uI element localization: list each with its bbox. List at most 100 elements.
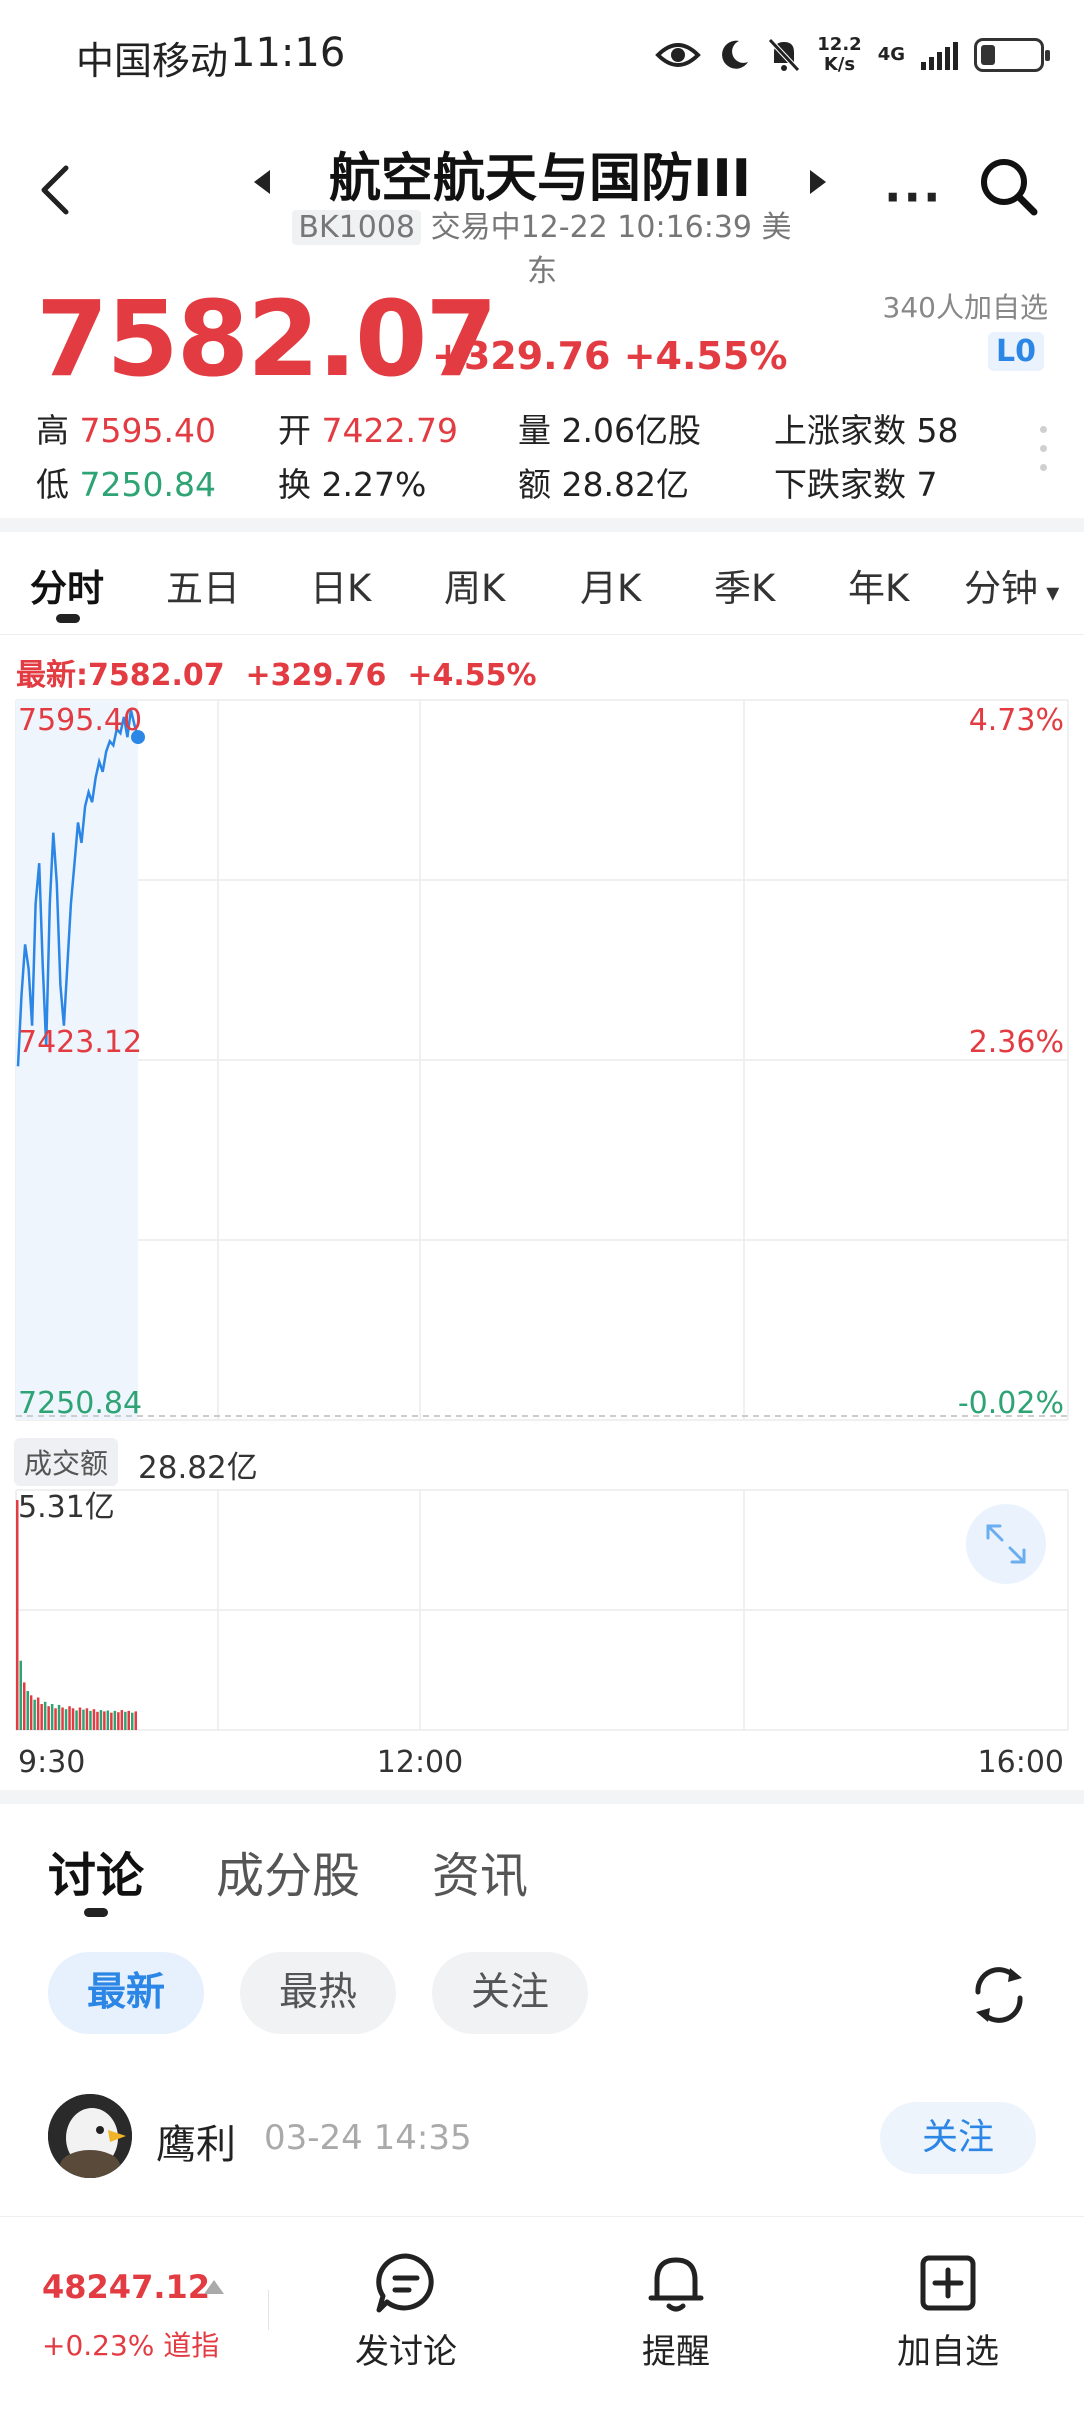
- tab-daily-k[interactable]: 日K: [310, 567, 372, 610]
- last-price-dot: [131, 730, 145, 745]
- refresh-icon[interactable]: [966, 1962, 1032, 2028]
- followers-count: 340人加自选: [882, 291, 1048, 324]
- volume-bar: [36, 1697, 40, 1730]
- volume-bar: [47, 1706, 50, 1730]
- index-change[interactable]: +0.23% 道指: [42, 2329, 220, 2362]
- x-mid-label: 12:00: [377, 1745, 463, 1780]
- follow-button[interactable]: 关注: [880, 2102, 1036, 2174]
- price-change: +329.76 +4.55%: [432, 334, 788, 378]
- tab-weekly-k[interactable]: 周K: [444, 567, 506, 610]
- y-bottom-label: 7250.84: [18, 1386, 142, 1421]
- more-stats-icon[interactable]: [1040, 426, 1048, 483]
- avatar[interactable]: [48, 2094, 132, 2178]
- level-badge[interactable]: L0: [988, 332, 1044, 371]
- stat-fall-count: 下跌家数 7: [774, 465, 938, 504]
- add-watchlist-button[interactable]: 加自选: [868, 2250, 1028, 2373]
- volume-bar: [96, 1711, 99, 1730]
- volume-max-label: 5.31亿: [18, 1490, 115, 1525]
- volume-bar: [82, 1709, 85, 1730]
- volume-bar: [71, 1708, 75, 1730]
- carrier-name: 中国移动: [76, 39, 229, 83]
- filter-following[interactable]: 关注: [432, 1952, 588, 2034]
- amount-total: 28.82亿: [138, 1450, 258, 1486]
- expand-icon: [986, 1524, 1026, 1564]
- volume-bar: [89, 1710, 92, 1730]
- bell-muted-icon: [768, 38, 801, 72]
- tab-constituents[interactable]: 成分股: [216, 1848, 361, 1904]
- tab-indicator: [56, 614, 80, 623]
- volume-bar: [124, 1711, 127, 1730]
- net-speed: 12.2 K/s: [817, 34, 862, 75]
- volume-bar: [92, 1709, 96, 1730]
- post-discussion-button[interactable]: 发讨论: [326, 2250, 486, 2373]
- chat-icon: [376, 2253, 434, 2313]
- volume-bar: [78, 1707, 82, 1730]
- add-watchlist-label: 加自选: [897, 2332, 999, 2372]
- dropdown-icon: ▾: [1038, 578, 1060, 608]
- volume-bars: [16, 1500, 137, 1730]
- pct-mid-label: 2.36%: [969, 1025, 1064, 1060]
- stat-low: 低 7250.84: [36, 465, 216, 504]
- y-mid-label: 7423.12: [18, 1025, 142, 1060]
- stat-amount: 额 28.82亿: [518, 465, 689, 504]
- volume-bar: [110, 1712, 113, 1730]
- volume-bar: [106, 1710, 110, 1730]
- status-icons: 12.2 K/s 4G: [655, 30, 1050, 80]
- index-value[interactable]: 48247.12: [42, 2268, 211, 2306]
- tab-quarterly-k[interactable]: 季K: [714, 567, 776, 610]
- bottom-divider: [268, 2290, 269, 2330]
- tab-minute[interactable]: 分钟 ▾: [964, 567, 1060, 610]
- tab-discussion[interactable]: 讨论: [48, 1848, 145, 1904]
- network-type: 4G: [877, 44, 905, 65]
- volume-bar: [43, 1701, 47, 1730]
- divider: [0, 518, 1084, 532]
- battery-icon: [974, 38, 1050, 72]
- more-icon[interactable]: ···: [884, 170, 943, 224]
- volume-bar: [103, 1711, 106, 1730]
- volume-bar: [64, 1709, 68, 1730]
- header: 航空航天与国防III BK1008 交易中12-22 10:16:39 美东 ·…: [0, 110, 1084, 289]
- tab-news[interactable]: 资讯: [432, 1848, 529, 1904]
- volume-bar: [113, 1710, 117, 1730]
- volume-bar: [16, 1500, 19, 1730]
- alert-label: 提醒: [642, 2332, 710, 2372]
- search-icon[interactable]: [976, 154, 1040, 218]
- volume-bar: [68, 1706, 71, 1730]
- tab-yearly-k[interactable]: 年K: [848, 567, 910, 610]
- fullscreen-button[interactable]: [966, 1504, 1046, 1584]
- volume-bar: [29, 1695, 33, 1730]
- chart-grid: [15, 699, 1069, 1731]
- back-icon[interactable]: [36, 160, 76, 220]
- clock: 11:16: [230, 30, 346, 76]
- stat-turnover: 换 2.27%: [278, 465, 427, 504]
- alert-button[interactable]: 提醒: [596, 2250, 756, 2373]
- volume-bar: [75, 1710, 78, 1730]
- pct-top-label: 4.73%: [969, 703, 1064, 738]
- tab-five-day[interactable]: 五日: [166, 567, 240, 610]
- volume-bar: [127, 1710, 130, 1730]
- tab-intraday[interactable]: 分时: [30, 567, 104, 610]
- filter-hot[interactable]: 最热: [240, 1952, 396, 2034]
- last-price: 7582.07: [36, 278, 498, 400]
- y-top-label: 7595.40: [18, 703, 142, 738]
- prev-arrow-icon[interactable]: [254, 170, 270, 194]
- volume-bar: [85, 1708, 89, 1730]
- post-author[interactable]: 鹰利: [156, 2122, 236, 2168]
- volume-bar: [40, 1704, 43, 1730]
- stat-high: 高 7595.40: [36, 411, 216, 450]
- volume-bar: [117, 1712, 120, 1730]
- amount-tag: 成交额: [14, 1438, 119, 1486]
- volume-bar: [23, 1682, 26, 1730]
- post-discussion-label: 发讨论: [355, 2332, 457, 2372]
- volume-bar: [26, 1691, 29, 1730]
- board-code: BK1008: [292, 210, 422, 245]
- bell-icon: [648, 2257, 704, 2312]
- filter-latest[interactable]: 最新: [48, 1952, 204, 2034]
- next-arrow-icon[interactable]: [810, 170, 826, 194]
- intraday-chart[interactable]: 7595.40 7423.12 7250.84 4.73% 2.36% -0.0…: [0, 690, 1084, 1800]
- tab-monthly-k[interactable]: 月K: [580, 567, 642, 610]
- bottom-bar: [0, 2216, 1084, 2412]
- x-start-label: 9:30: [18, 1745, 85, 1780]
- stat-open: 开 7422.79: [278, 411, 458, 450]
- trading-status: 交易中12-22 10:16:39 美东: [430, 210, 792, 289]
